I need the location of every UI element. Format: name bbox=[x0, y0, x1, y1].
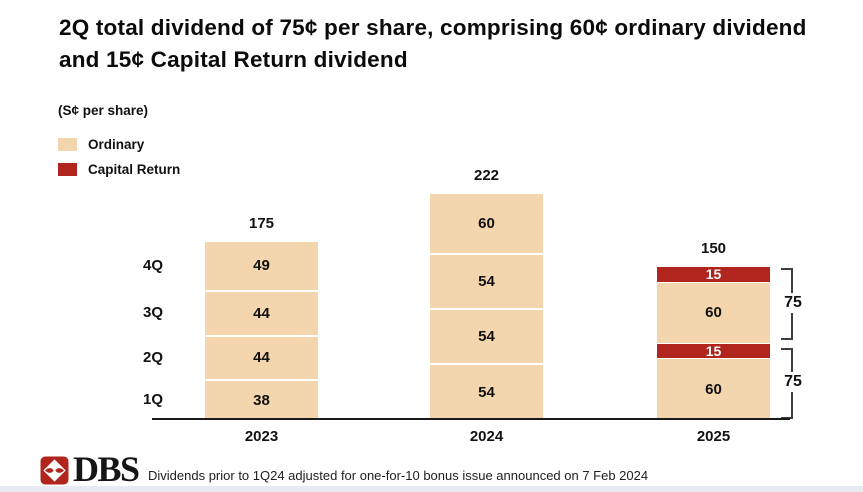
bar-segment-2023-3q-ordinary: 44 bbox=[205, 291, 318, 337]
x-axis-label-2024: 2024 bbox=[469, 428, 504, 445]
quarter-label-3q: 3Q bbox=[142, 304, 163, 322]
bar-segment-2024-3q-ordinary: 54 bbox=[430, 255, 543, 311]
bracket-label-2: 75 bbox=[775, 372, 811, 393]
legend-swatch-ordinary bbox=[58, 138, 77, 151]
legend: Ordinary Capital Return bbox=[58, 132, 180, 182]
bar-segment-2023-4q-ordinary: 49 bbox=[205, 241, 318, 292]
bracket-tick-2-top bbox=[781, 347, 793, 350]
dbs-logo-icon bbox=[40, 456, 69, 485]
bracket-tick-1-top bbox=[781, 268, 793, 271]
bar-segment-2024-2q-ordinary: 54 bbox=[430, 310, 543, 366]
bar-segment-2024-4q-ordinary: 60 bbox=[430, 194, 543, 256]
x-axis-line bbox=[152, 418, 790, 420]
legend-swatch-capital-return bbox=[58, 163, 77, 176]
quarter-label-1q: 1Q bbox=[142, 390, 163, 408]
legend-label-ordinary: Ordinary bbox=[88, 137, 145, 152]
bar-segment-2023-2q-ordinary: 44 bbox=[205, 336, 318, 382]
bar-segment-2023-1q-ordinary: 38 bbox=[205, 381, 318, 420]
bracket-tick-1-bottom bbox=[781, 337, 793, 340]
bar-segment-2025-1q-capital-return: 15 bbox=[657, 343, 770, 359]
unit-label: (S¢ per share) bbox=[58, 103, 149, 118]
bar-total-2025: 150 bbox=[700, 240, 727, 258]
bar-segment-2025-2q-capital-return: 15 bbox=[657, 266, 770, 283]
legend-item-ordinary: Ordinary bbox=[58, 132, 180, 157]
bracket-label-1: 75 bbox=[775, 292, 811, 313]
bar-total-2023: 175 bbox=[248, 214, 275, 232]
quarter-label-4q: 4Q bbox=[142, 256, 163, 274]
bar-segment-2024-1q-ordinary: 54 bbox=[430, 365, 543, 420]
quarter-label-2q: 2Q bbox=[142, 348, 163, 366]
bar-total-2024: 222 bbox=[473, 167, 500, 184]
x-axis-label-2025: 2025 bbox=[696, 428, 731, 445]
footnote: Dividends prior to 1Q24 adjusted for one… bbox=[148, 468, 649, 483]
bottom-strip bbox=[0, 486, 863, 492]
x-axis-label-2023: 2023 bbox=[244, 428, 279, 445]
legend-item-capital-return: Capital Return bbox=[58, 157, 180, 182]
bar-segment-2025-1q-ordinary: 60 bbox=[657, 358, 770, 420]
page-title: 2Q total dividend of 75¢ per share, comp… bbox=[59, 15, 807, 72]
dbs-logo-wordmark: DBS bbox=[73, 449, 140, 489]
legend-label-capital-return: Capital Return bbox=[88, 162, 181, 177]
bar-segment-2025-2q-ordinary: 60 bbox=[657, 282, 770, 344]
